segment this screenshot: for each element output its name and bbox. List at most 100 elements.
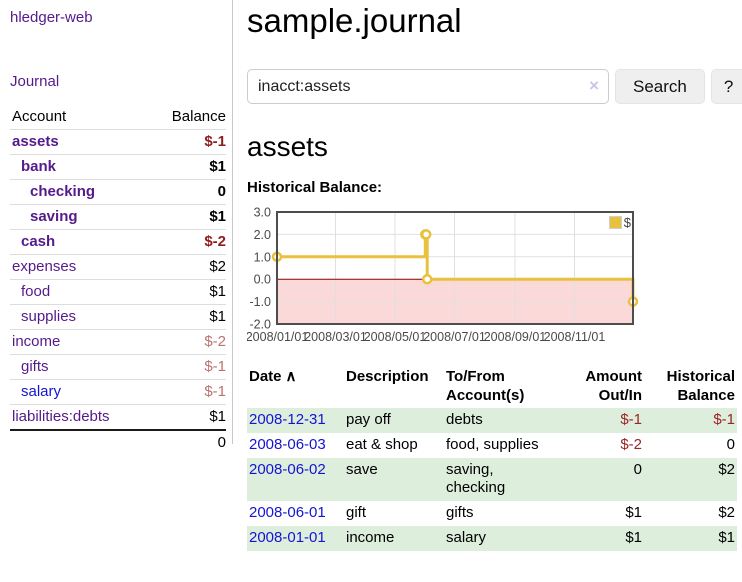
transaction-amount: $1 <box>625 529 642 546</box>
account-balance: 0 <box>217 183 226 200</box>
transaction-amount: $-2 <box>620 436 642 453</box>
transaction-date-link[interactable]: 2008-12-31 <box>249 411 326 428</box>
account-row: supplies $1 <box>10 305 226 330</box>
legend-swatch-icon <box>608 216 622 229</box>
transaction-amount: $-1 <box>620 411 642 428</box>
historical-balance-chart: 3.0 2.0 1.0 0.0 -1.0 -2.0 2008/01/01 2008/03/01… <box>246 205 639 347</box>
transaction-amount: $1 <box>625 504 642 521</box>
transaction-accounts: gifts <box>446 504 474 521</box>
svg-text:2008/05/01: 2008/05/01 <box>364 330 427 344</box>
account-row: assets $-1 <box>10 130 226 155</box>
transaction-row: 2008-01-01 income salary $1 $1 <box>247 526 737 551</box>
transaction-date-link[interactable]: 2008-06-02 <box>249 461 326 478</box>
account-link[interactable]: bank <box>21 158 57 175</box>
account-link[interactable]: food <box>21 283 51 300</box>
svg-text:2008/11/01: 2008/11/01 <box>544 330 606 344</box>
accounts-tbody: assets $-1 bank $1 checking 0 saving $1 cash $-2 e… <box>10 130 226 431</box>
chart-title: Historical Balance: <box>247 179 383 196</box>
transaction-date-link[interactable]: 2008-06-01 <box>249 504 326 521</box>
register-table: Date ∧ Description To/From Account(s) Amo… <box>247 365 737 551</box>
transaction-balance: $1 <box>718 529 735 546</box>
account-link[interactable]: salary <box>21 383 62 400</box>
column-header-accounts: To/From Account(s) <box>446 368 525 404</box>
svg-text:2008/01/01: 2008/01/01 <box>247 330 308 344</box>
account-balance: $-2 <box>204 233 226 250</box>
svg-text:-1.0: -1.0 <box>249 295 271 309</box>
account-row: bank $1 <box>10 155 226 180</box>
account-balance: $-2 <box>204 333 226 350</box>
page-title: sample.journal <box>247 2 462 39</box>
transaction-row: 2008-12-31 pay off debts $-1 $-1 <box>247 408 737 433</box>
svg-text:3.0: 3.0 <box>254 206 271 220</box>
account-row: saving $1 <box>10 205 226 230</box>
register-tbody: 2008-12-31 pay off debts $-1 $-1 2008-06-03 ea… <box>247 408 737 551</box>
svg-text:2008/09/01: 2008/09/01 <box>484 330 547 344</box>
search-button[interactable]: Search <box>615 69 705 104</box>
transaction-balance: 0 <box>726 436 735 453</box>
account-link[interactable]: liabilities:debts <box>12 408 110 425</box>
transaction-accounts: debts <box>446 411 483 428</box>
transaction-balance: $2 <box>718 461 735 478</box>
chart-legend: $ <box>607 215 632 230</box>
account-link[interactable]: checking <box>30 183 96 200</box>
svg-text:0.0: 0.0 <box>254 273 271 287</box>
account-row: salary $-1 <box>10 380 226 405</box>
account-balance: $1 <box>209 283 226 300</box>
account-link[interactable]: assets <box>12 133 59 150</box>
account-link[interactable]: gifts <box>21 358 49 375</box>
column-header-date[interactable]: Date ∧ <box>249 368 297 385</box>
account-link[interactable]: supplies <box>21 308 77 325</box>
sidebar: hledger-web Journal Account Balance asse… <box>0 0 233 455</box>
transaction-date-link[interactable]: 2008-01-01 <box>249 529 326 546</box>
accounts-total-row: 0 <box>10 429 226 455</box>
sort-ascending-icon: ∧ <box>285 368 297 385</box>
accounts-header-account: Account <box>10 105 149 130</box>
account-balance: $-1 <box>204 358 226 375</box>
accounts-header-balance: Balance <box>148 105 226 130</box>
account-balance: $1 <box>209 408 226 425</box>
account-row: food $1 <box>10 280 226 305</box>
transaction-accounts: salary <box>446 529 487 546</box>
column-header-description: Description <box>346 368 429 385</box>
account-balance: $1 <box>209 158 226 175</box>
transaction-description: income <box>346 529 395 546</box>
account-balance: $-1 <box>204 133 226 150</box>
transaction-description: pay off <box>346 411 391 428</box>
brand-link[interactable]: hledger-web <box>10 9 93 26</box>
column-header-balance: Historical Balance <box>666 368 735 404</box>
account-link[interactable]: income <box>12 333 61 350</box>
transaction-description: gift <box>346 504 367 521</box>
account-row: liabilities:debts $1 <box>10 405 226 431</box>
account-balance: $2 <box>209 258 226 275</box>
transaction-balance: $-1 <box>713 411 735 428</box>
accounts-table: Account Balance assets $-1 bank $1 checking 0… <box>10 105 226 455</box>
account-row: income $-2 <box>10 330 226 355</box>
column-header-amount: Amount Out/In <box>585 368 642 404</box>
transaction-row: 2008-06-01 gift gifts $1 $2 <box>247 501 737 526</box>
help-button[interactable]: ? <box>710 69 742 104</box>
transaction-amount: 0 <box>633 461 642 478</box>
transaction-date-link[interactable]: 2008-06-03 <box>249 436 326 453</box>
account-link[interactable]: expenses <box>12 258 77 275</box>
svg-text:2.0: 2.0 <box>254 228 271 242</box>
sidebar-nav: Journal <box>10 73 232 90</box>
nav-journal-link[interactable]: Journal <box>10 73 60 90</box>
transaction-accounts: food, supplies <box>446 436 539 453</box>
search-input[interactable] <box>247 69 609 104</box>
account-balance: $1 <box>209 208 226 225</box>
legend-label: $ <box>623 215 631 230</box>
account-link[interactable]: cash <box>21 233 56 250</box>
transaction-row: 2008-06-03 eat & shop food, supplies $-2 0 <box>247 433 737 458</box>
svg-text:2008/07/01: 2008/07/01 <box>423 330 486 344</box>
account-balance: $-1 <box>204 383 226 400</box>
account-link[interactable]: saving <box>30 208 78 225</box>
account-row: gifts $-1 <box>10 355 226 380</box>
transaction-description: eat & shop <box>346 436 418 453</box>
clear-search-icon[interactable]: × <box>589 76 599 95</box>
account-heading: assets <box>247 131 328 162</box>
transaction-balance: $2 <box>718 504 735 521</box>
accounts-total-value: 0 <box>148 429 226 455</box>
balance-chart-svg: 3.0 2.0 1.0 0.0 -1.0 -2.02008/01/012008/03/01… <box>246 206 639 344</box>
main-content: sample.journal × Search ? assets Histori… <box>234 0 742 551</box>
app-brand: hledger-web <box>10 9 232 26</box>
